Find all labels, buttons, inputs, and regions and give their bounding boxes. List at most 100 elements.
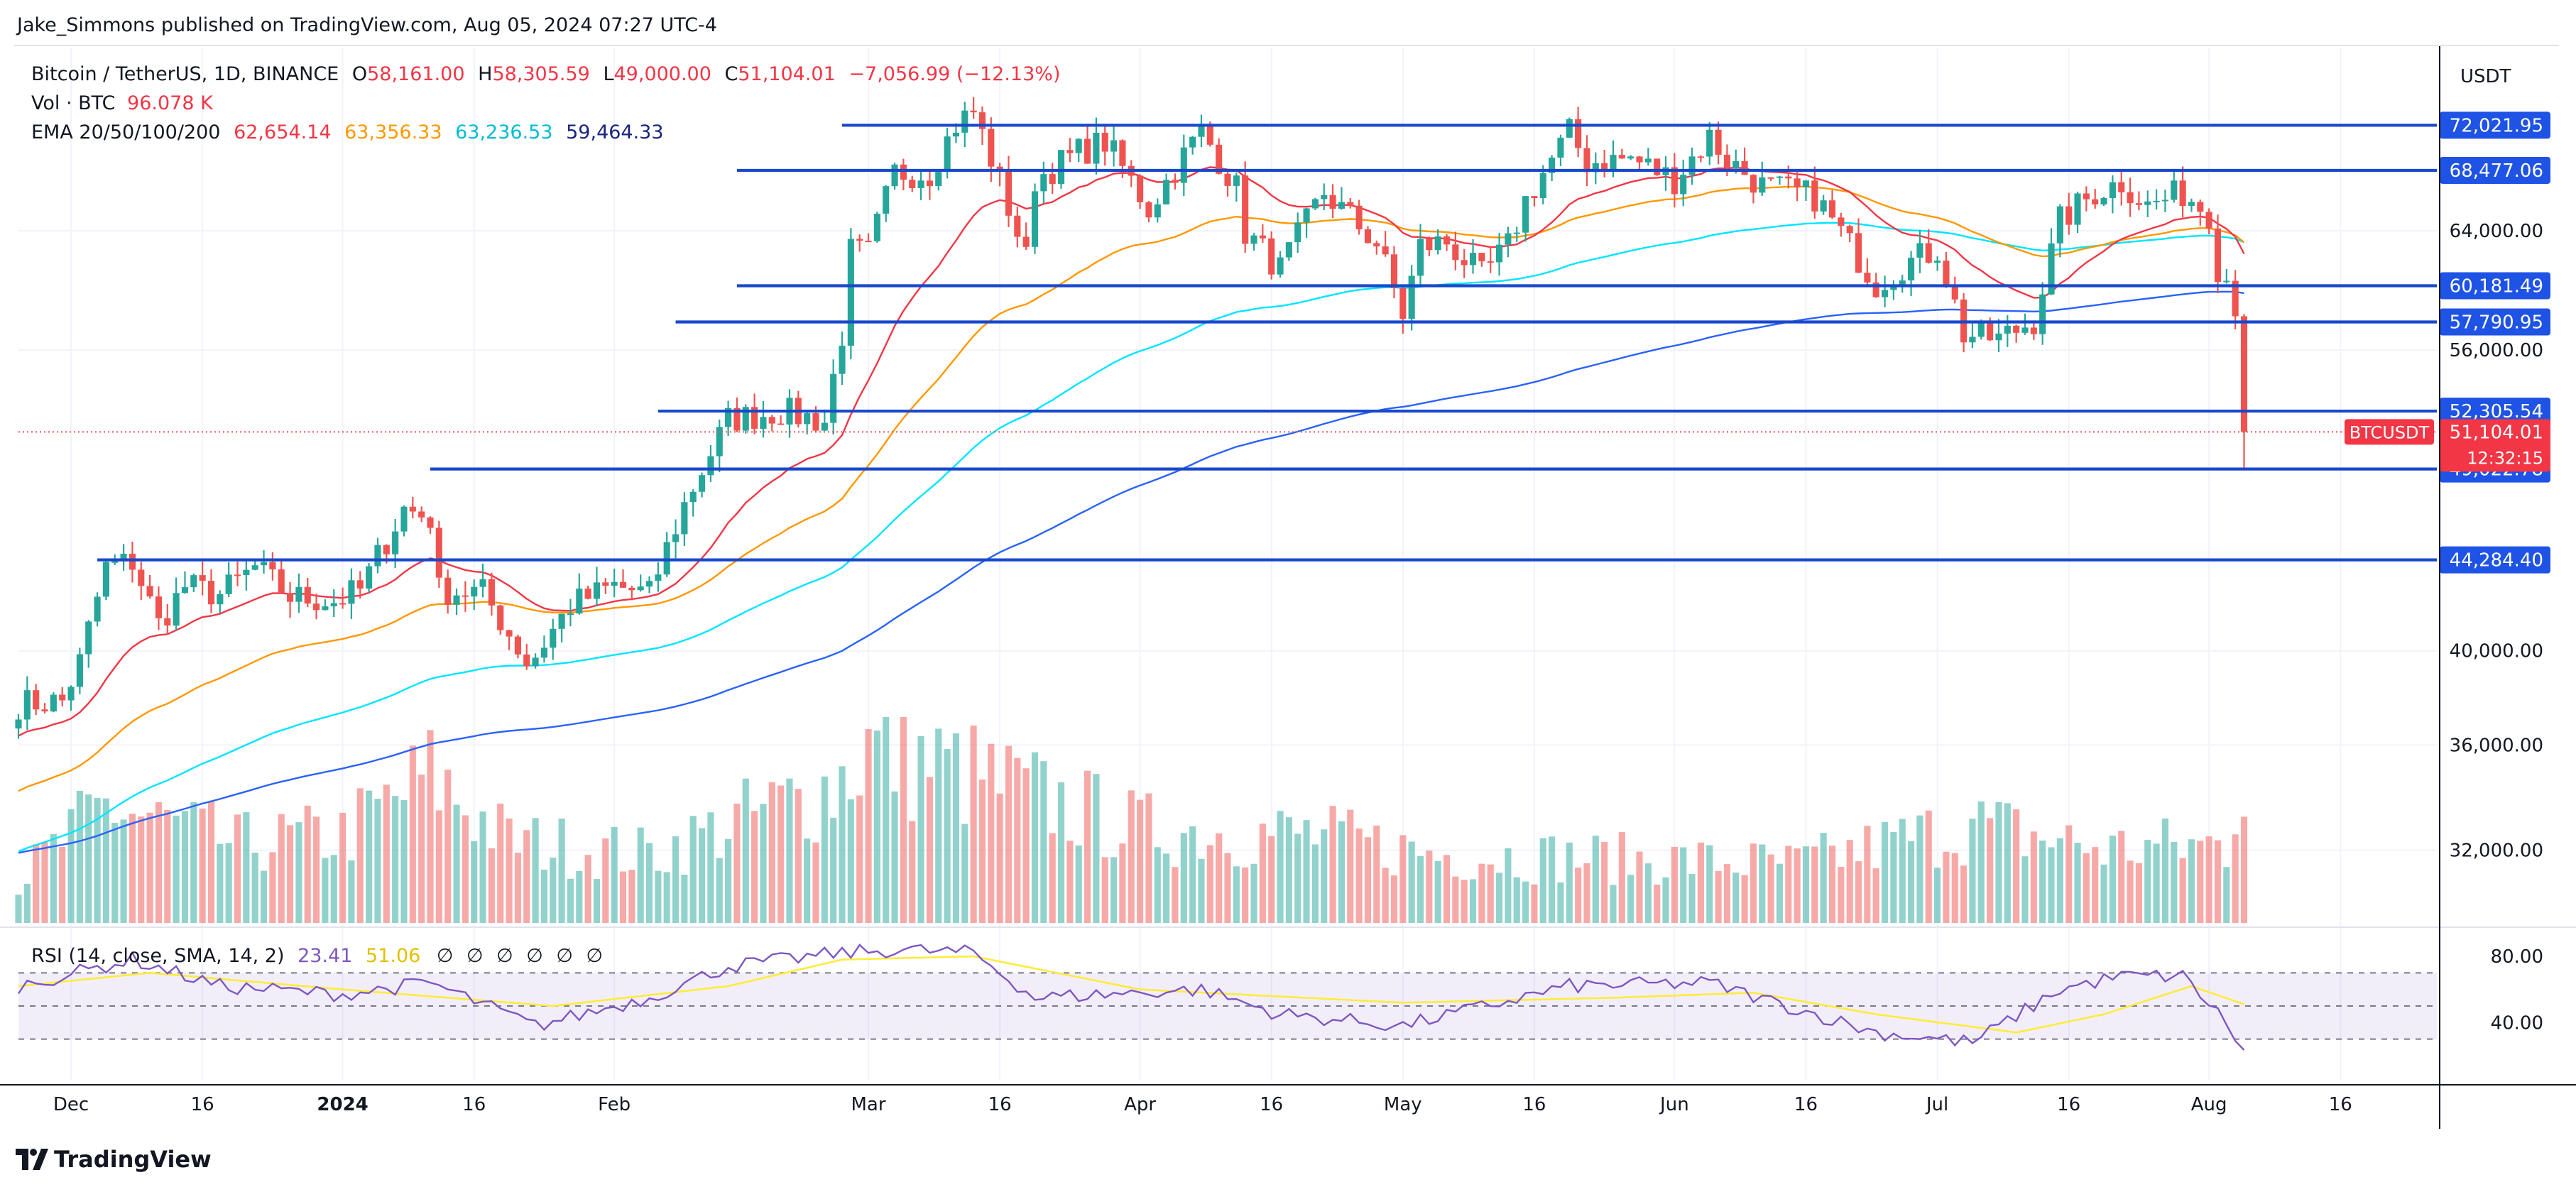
volume-bar (523, 830, 530, 923)
candle-body (269, 562, 276, 569)
candle-body (1066, 150, 1074, 153)
candle (269, 552, 276, 581)
candle-body (356, 580, 364, 589)
candle (1216, 138, 1223, 175)
candle (1224, 169, 1231, 197)
candle (2188, 198, 2195, 212)
candle-body (2197, 202, 2204, 212)
volume-bar (1443, 855, 1451, 923)
candle-body (67, 687, 75, 701)
candle (1014, 206, 1021, 248)
candle (1285, 241, 1292, 261)
volume-bar (1250, 863, 1257, 923)
volume-bar (2127, 860, 2134, 923)
candle-body (1505, 233, 1512, 245)
candle (1951, 276, 1958, 304)
candle-body (497, 605, 504, 630)
candle-body (2083, 193, 2090, 199)
volume-bar (628, 870, 635, 923)
candle-body (1934, 261, 1941, 263)
volume-bar (1294, 833, 1301, 923)
volume-legend[interactable]: Vol · BTC 96.078 K (31, 91, 213, 116)
candle (593, 567, 601, 607)
volume-bar (2092, 847, 2099, 923)
ema-legend[interactable]: EMA 20/50/100/200 62,654.14 63,356.33 63… (31, 120, 664, 146)
rsi-pane: 80.00 40.00 (0, 926, 2576, 1051)
candle (173, 577, 180, 630)
volume-bar (1943, 851, 1950, 923)
candle-body (847, 239, 854, 346)
candle-body (768, 417, 775, 424)
volume-bar (129, 814, 136, 923)
candle-body (550, 628, 557, 648)
candle-body (733, 408, 741, 431)
volume-bar (1549, 836, 1556, 923)
candle-body (120, 553, 127, 562)
candle-body (1110, 140, 1118, 152)
horizontal-levels: 72,021.95 68,477.06 60,181.49 57,790.95 52,3… (97, 111, 2550, 574)
level-price-tag (2440, 272, 2550, 300)
volume-bar (751, 811, 758, 923)
rsi-legend[interactable]: RSI (14, close, SMA, 14, 2) 23.41 51.06 … (31, 944, 603, 969)
volume-bar (1224, 853, 1231, 923)
candle (427, 516, 434, 534)
candle-body (488, 579, 495, 606)
candle (1022, 222, 1030, 250)
tradingview-logo[interactable]: TradingView (16, 1146, 212, 1173)
candle (15, 713, 22, 739)
volume-bar (1750, 843, 1757, 923)
candle (1347, 198, 1354, 209)
candle-body (1101, 132, 1108, 152)
volume-bar (900, 717, 907, 923)
candle (1549, 155, 1556, 182)
candle-body (2127, 192, 2134, 204)
volume-bar (567, 878, 574, 923)
volume-bar (663, 872, 670, 923)
candle (1697, 155, 1704, 163)
candle-body (1268, 238, 1275, 275)
candle (23, 676, 31, 731)
high-label: H (478, 63, 493, 85)
volume-bar (1347, 809, 1354, 923)
price-tick-label: 32,000.00 (2450, 841, 2543, 862)
volume-bar (804, 838, 811, 923)
volume-bar (164, 810, 171, 923)
level-price-tag (2440, 156, 2550, 184)
candle-body (2065, 206, 2073, 225)
time-tick-label: Mar (851, 1094, 886, 1115)
symbol-title[interactable]: Bitcoin / TetherUS, 1D, BINANCE (31, 63, 339, 85)
candle (348, 568, 355, 619)
candle-body (1549, 158, 1556, 173)
candle (1329, 184, 1336, 219)
volume-bar (146, 812, 153, 923)
volume-bar (2232, 834, 2239, 923)
candle-body (1881, 290, 1889, 297)
volume-bar (2153, 843, 2160, 923)
volume-bar (1592, 836, 1599, 923)
candle-body (427, 517, 434, 528)
candle-body (1820, 200, 1827, 212)
candle-body (1943, 261, 1950, 286)
volume-bar (1802, 846, 1810, 923)
candle-body (2048, 243, 2055, 295)
volume-bar (1487, 864, 1494, 923)
candle-body (50, 694, 57, 712)
candle (1399, 285, 1407, 334)
currency-label[interactable]: USDT (2460, 66, 2511, 87)
candle-body (1154, 204, 1161, 218)
close-value: 51,104.01 (738, 63, 836, 85)
candle (2223, 268, 2230, 284)
volume-bar (935, 728, 942, 923)
volume-bar (1706, 845, 1713, 923)
candle-body (891, 164, 898, 187)
candle-body (85, 621, 92, 655)
candle-body (348, 580, 355, 604)
candle-body (909, 180, 916, 188)
candle (41, 703, 48, 713)
tradingview-brand: TradingView (54, 1146, 212, 1173)
candle-body (1119, 140, 1126, 166)
candle (2127, 177, 2134, 217)
candle-body (2135, 203, 2142, 205)
volume-bar (2056, 838, 2063, 923)
